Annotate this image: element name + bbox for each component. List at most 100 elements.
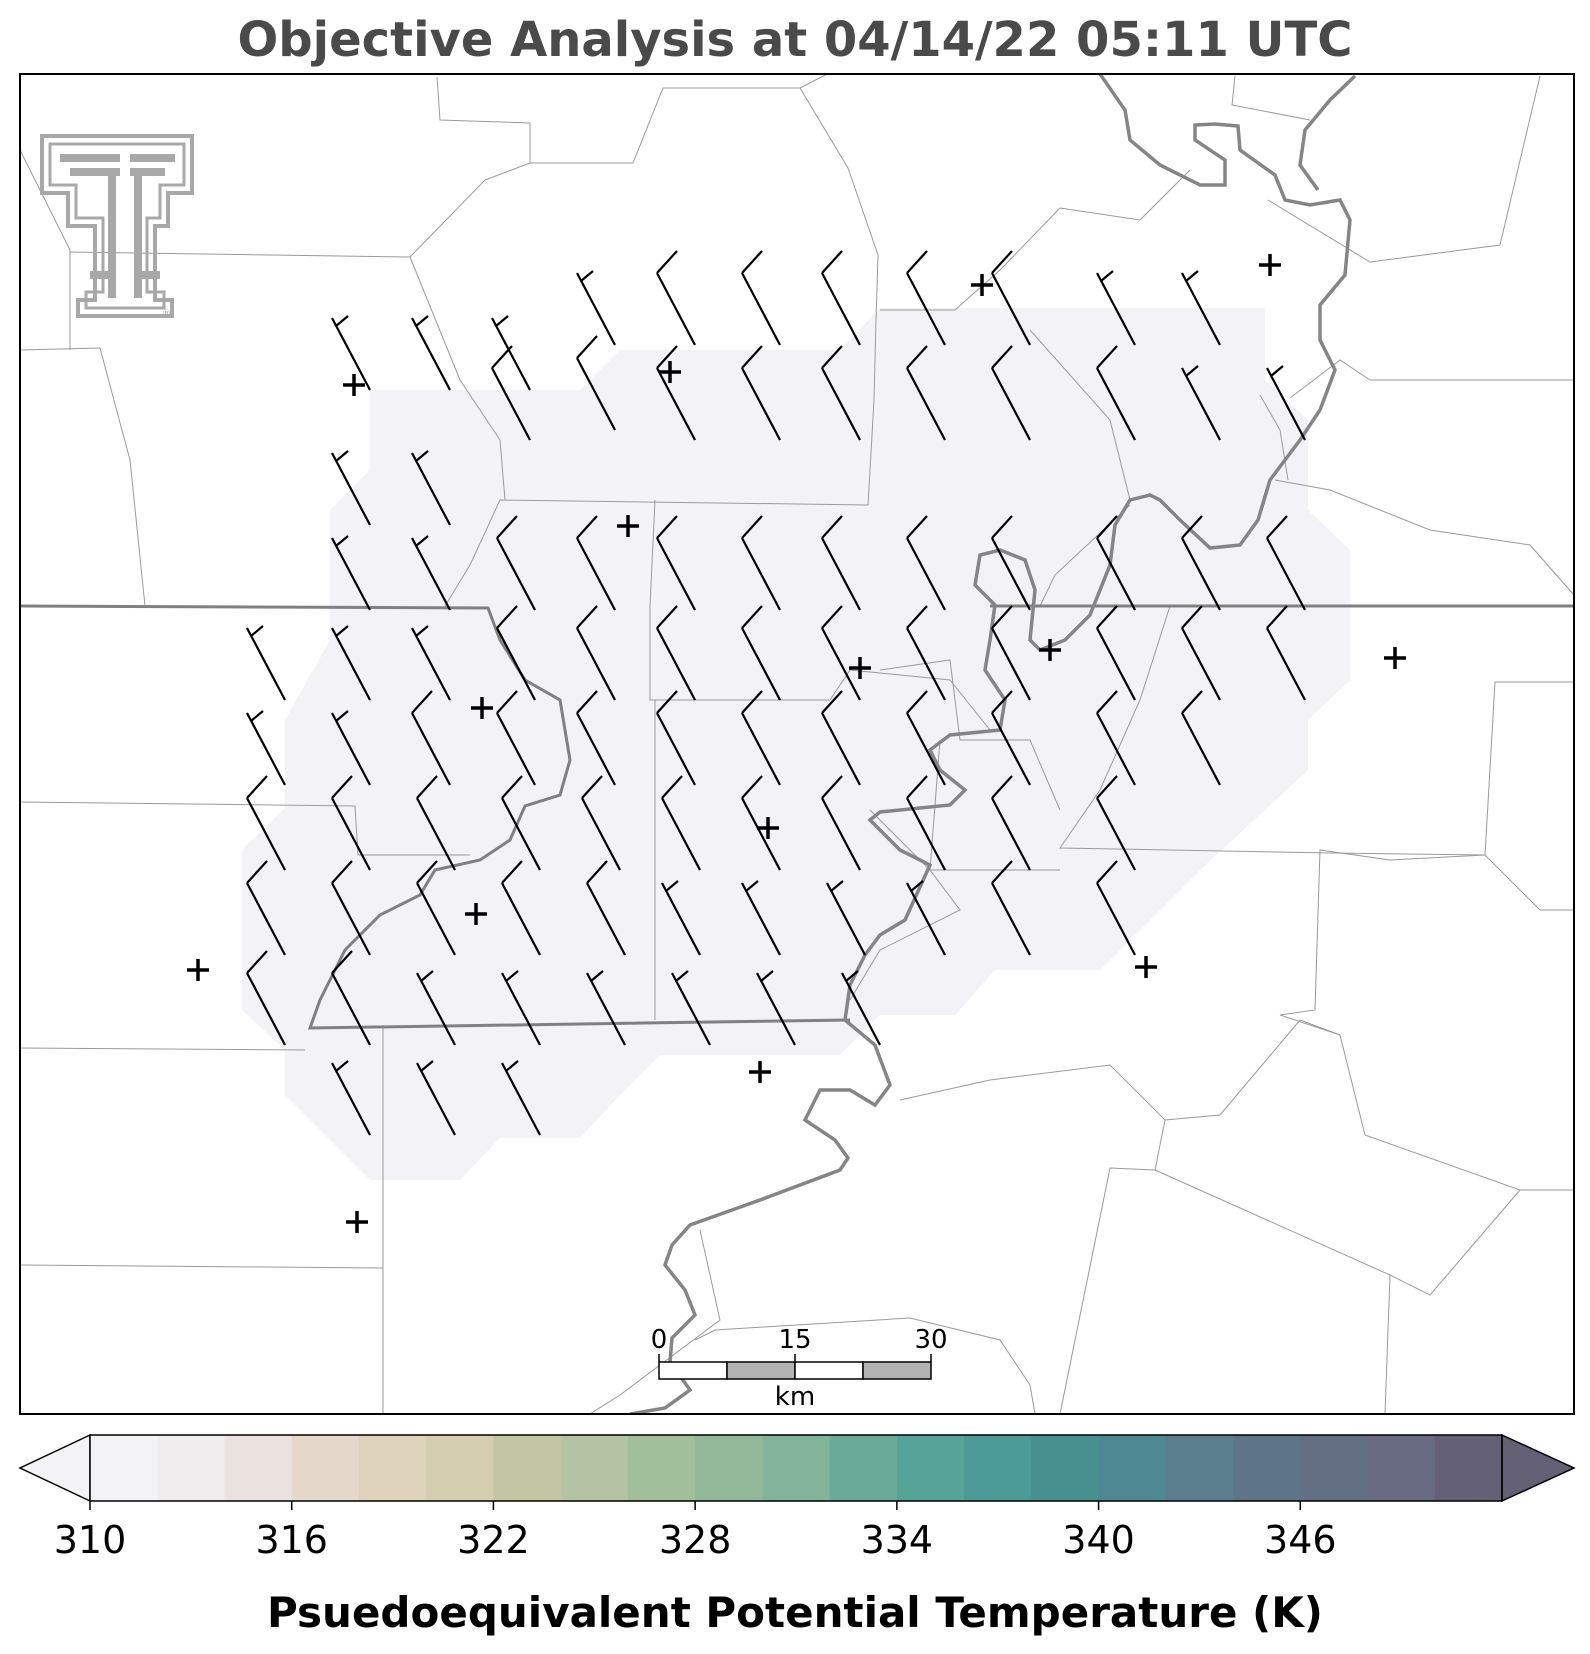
wind-barb — [741, 345, 781, 441]
scale-unit: km — [775, 1382, 815, 1412]
wind-barb — [501, 970, 541, 1046]
wind-barb — [1266, 605, 1306, 701]
colorbar-segment — [762, 1435, 831, 1501]
colorbar-tick-label: 316 — [255, 1518, 328, 1562]
wind-barb — [576, 690, 616, 786]
wind-barb — [411, 315, 451, 391]
colorbar-segment — [829, 1435, 898, 1501]
wind-barb — [841, 970, 881, 1046]
figure-title: Objective Analysis at 04/14/22 05:11 UTC — [238, 12, 1353, 68]
wind-barb — [491, 315, 531, 391]
colorbar-segment — [1434, 1435, 1503, 1501]
wind-barb — [246, 775, 286, 871]
wind-barb — [906, 515, 946, 611]
wind-barb — [906, 345, 946, 441]
wind-barb — [411, 625, 451, 701]
colorbar-label: Psuedoequivalent Potential Temperature (… — [267, 1588, 1323, 1637]
wind-barb — [821, 690, 861, 786]
station-plus-marker — [343, 374, 365, 396]
wind-barb — [331, 535, 371, 611]
station-plus-marker — [659, 361, 681, 383]
wind-barb — [991, 860, 1031, 956]
colorbar-tick-label: 340 — [1062, 1518, 1135, 1562]
colorbar — [18, 1433, 1576, 1503]
wind-barb — [821, 605, 861, 701]
wind-barb — [1181, 365, 1221, 441]
wind-barb — [906, 880, 946, 956]
wind-barb — [906, 250, 946, 346]
colorbar-tick-label: 346 — [1264, 1518, 1337, 1562]
colorbar-segment — [1165, 1435, 1234, 1501]
station-plus-marker — [1135, 956, 1157, 978]
wind-barb — [1181, 515, 1221, 611]
wind-barb — [496, 605, 536, 701]
map-panel — [19, 73, 1575, 1415]
station-plus-marker — [1259, 254, 1281, 276]
wind-barb — [331, 775, 371, 871]
colorbar-segment — [964, 1435, 1032, 1501]
wind-barb — [331, 315, 371, 391]
wind-barb — [991, 345, 1031, 441]
wind-barb — [416, 970, 456, 1046]
wind-barb — [416, 1060, 456, 1136]
scale-label-30: 30 — [914, 1325, 947, 1355]
analysis-shaded-region — [242, 308, 1350, 1180]
wind-barb — [331, 450, 371, 526]
colorbar-segment — [1367, 1435, 1436, 1501]
wind-barb — [1096, 690, 1136, 786]
wind-barb — [331, 950, 371, 1046]
wind-barb — [821, 345, 861, 441]
wind-barb — [1096, 860, 1136, 956]
wind-barb — [1181, 690, 1221, 786]
wind-barb — [906, 775, 946, 871]
scale-label-15: 15 — [778, 1325, 811, 1355]
colorbar-extend-low — [18, 1433, 91, 1503]
wind-barb — [586, 860, 626, 956]
wind-barb — [501, 860, 541, 956]
colorbar-segment — [560, 1435, 629, 1501]
wind-barb — [656, 345, 696, 441]
wind-barb — [331, 625, 371, 701]
wind-barb — [576, 515, 616, 611]
wind-barb — [741, 880, 781, 956]
colorbar-ticks: 310 316 322 328 334 340 346 — [54, 1501, 1337, 1562]
station-plus-marker — [471, 697, 493, 719]
wind-barb — [661, 775, 701, 871]
wind-barb — [1181, 270, 1221, 346]
wind-barb — [821, 250, 861, 346]
station-plus-marker — [971, 274, 993, 296]
wind-barb — [991, 515, 1031, 611]
wind-barb — [656, 250, 696, 346]
wind-barb — [496, 690, 536, 786]
wind-barb — [1096, 775, 1136, 871]
colorbar-segment — [90, 1435, 158, 1501]
texas-tech-logo: ® — [40, 134, 194, 319]
wind-barb — [906, 690, 946, 786]
wind-barb — [741, 250, 781, 346]
wind-barb — [416, 860, 456, 956]
station-plus-marker — [187, 959, 209, 981]
colorbar-segment — [291, 1435, 360, 1501]
wind-barb — [1096, 270, 1136, 346]
wind-barb — [331, 1060, 371, 1136]
colorbar-segment — [1300, 1435, 1369, 1501]
wind-barb — [821, 775, 861, 871]
wind-barb — [1181, 605, 1221, 701]
wind-barb — [656, 515, 696, 611]
wind-barb — [741, 605, 781, 701]
wind-barb — [741, 515, 781, 611]
station-markers — [187, 254, 1406, 1233]
wind-barb — [1096, 515, 1136, 611]
wind-barb — [991, 775, 1031, 871]
colorbar-segment — [896, 1435, 965, 1501]
wind-barb — [576, 605, 616, 701]
colorbar-segment — [493, 1435, 562, 1501]
colorbar-segment — [695, 1435, 763, 1501]
wind-barb — [246, 860, 286, 956]
wind-barb — [411, 450, 451, 526]
colorbar-segment — [1031, 1435, 1100, 1501]
station-plus-marker — [346, 1211, 368, 1233]
wind-barb — [741, 775, 781, 871]
wind-barb — [826, 880, 866, 956]
